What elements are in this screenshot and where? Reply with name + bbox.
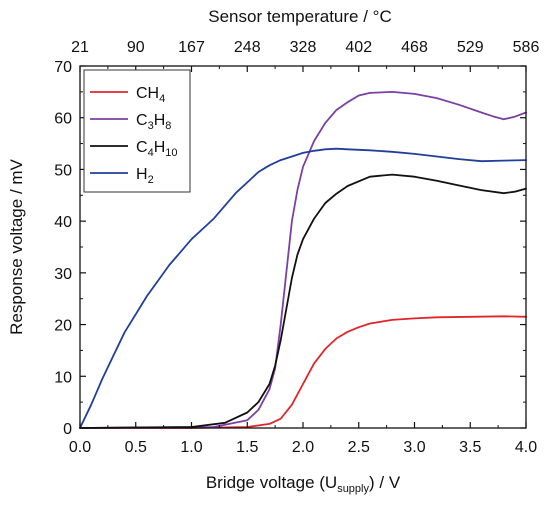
legend-label-main: H — [154, 112, 166, 129]
legend-label: H2 — [136, 166, 154, 186]
y-tick-label: 10 — [54, 369, 72, 386]
legend-box — [83, 69, 191, 193]
legend-label: CH4 — [136, 85, 165, 105]
y-tick-label: 70 — [54, 59, 72, 76]
legend-label-main: C — [136, 112, 148, 129]
top-tick-label: 90 — [127, 39, 145, 56]
x-tick-label: 0.5 — [125, 439, 147, 456]
top-tick-label: 248 — [234, 39, 261, 56]
legend-label: C3H8 — [136, 112, 171, 132]
legend-label-main: H — [154, 139, 166, 156]
x-axis-title: Bridge voltage (Usupply) / V — [206, 473, 401, 495]
legend-label-main: H — [136, 166, 148, 183]
y-tick-label: 40 — [54, 214, 72, 231]
x-tick-label: 2.5 — [348, 439, 370, 456]
x-axis-title-suffix: ) / V — [369, 473, 401, 492]
top-tick-label: 402 — [345, 39, 372, 56]
legend-label-sub: 10 — [165, 147, 177, 159]
x-tick-label: 4.0 — [515, 439, 537, 456]
x-tick-label: 1.5 — [236, 439, 258, 456]
legend-label-sub: 3 — [148, 120, 154, 132]
top-tick-label: 21 — [71, 39, 89, 56]
x-tick-label: 3.5 — [459, 439, 481, 456]
top-axis-title: Sensor temperature / °C — [208, 7, 392, 26]
top-tick-label: 586 — [513, 39, 540, 56]
y-tick-label: 30 — [54, 266, 72, 283]
y-axis-ticks: 0 10 20 30 40 50 60 70 — [54, 59, 526, 438]
series-layer — [79, 91, 527, 429]
top-tick-label: 529 — [457, 39, 484, 56]
series-line-c4h10 — [79, 173, 527, 429]
top-tick-label: 167 — [178, 39, 205, 56]
legend-label: C4H10 — [136, 139, 178, 159]
x-axis-title-sub: supply — [337, 483, 369, 495]
legend-label-sub: 2 — [148, 174, 154, 186]
x-axis-ticks: 0.0 0.5 1.0 1.5 2.0 2.5 3.0 3.5 4.0 — [69, 66, 537, 456]
y-tick-label: 50 — [54, 162, 72, 179]
legend-label-sub: 8 — [165, 120, 171, 132]
top-axis-ticks: 21 90 167 248 328 402 468 529 586 — [71, 39, 539, 56]
x-tick-label: 0.0 — [69, 439, 91, 456]
legend-label-sub: 4 — [148, 147, 154, 159]
y-axis-title: Response voltage / mV — [7, 158, 26, 334]
legend-label-sub: 4 — [159, 93, 165, 105]
x-tick-label: 3.0 — [403, 439, 425, 456]
y-tick-label: 60 — [54, 111, 72, 128]
series-line-h2 — [79, 147, 527, 429]
top-tick-label: 328 — [290, 39, 317, 56]
x-tick-label: 2.0 — [292, 439, 314, 456]
y-tick-label: 20 — [54, 318, 72, 335]
top-tick-label: 468 — [401, 39, 428, 56]
svg-text:Bridge voltage (Usupply) / V: Bridge voltage (Usupply) / V — [206, 473, 401, 495]
legend-label-main: C — [136, 139, 148, 156]
series-line-ch4 — [79, 315, 527, 429]
legend-label-main: CH — [136, 85, 159, 102]
x-axis-title-main: Bridge voltage (U — [206, 473, 337, 492]
y-tick-label: 0 — [63, 421, 72, 438]
series-line-c3h8 — [79, 91, 527, 429]
x-tick-label: 1.0 — [180, 439, 202, 456]
